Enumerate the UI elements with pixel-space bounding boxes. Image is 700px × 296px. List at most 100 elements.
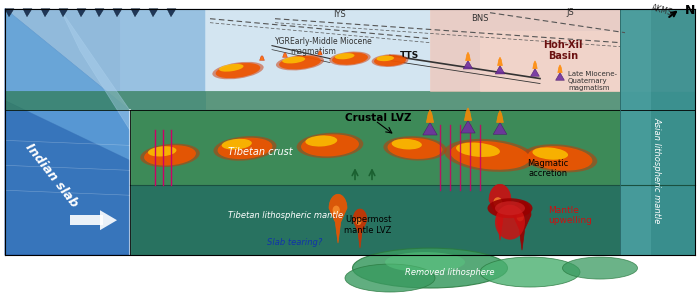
Ellipse shape bbox=[456, 143, 500, 157]
Text: BNS: BNS bbox=[471, 14, 489, 23]
Text: Crustal LVZ: Crustal LVZ bbox=[345, 113, 412, 123]
Text: YGR: YGR bbox=[275, 37, 291, 46]
Text: Tibetan crust: Tibetan crust bbox=[228, 147, 293, 157]
Polygon shape bbox=[480, 31, 695, 91]
Polygon shape bbox=[95, 9, 104, 17]
Polygon shape bbox=[531, 69, 540, 76]
Polygon shape bbox=[513, 201, 531, 250]
Polygon shape bbox=[558, 65, 562, 73]
Ellipse shape bbox=[523, 144, 597, 173]
Polygon shape bbox=[498, 57, 503, 66]
Polygon shape bbox=[131, 9, 140, 17]
Polygon shape bbox=[41, 9, 50, 17]
Ellipse shape bbox=[301, 134, 359, 157]
Ellipse shape bbox=[388, 138, 442, 159]
Polygon shape bbox=[461, 120, 475, 133]
Ellipse shape bbox=[282, 57, 305, 63]
Ellipse shape bbox=[144, 145, 196, 165]
Polygon shape bbox=[496, 111, 503, 123]
Polygon shape bbox=[494, 123, 507, 134]
Polygon shape bbox=[60, 9, 130, 131]
Ellipse shape bbox=[218, 138, 272, 159]
Polygon shape bbox=[5, 9, 130, 160]
Ellipse shape bbox=[353, 248, 508, 288]
Polygon shape bbox=[353, 209, 367, 248]
Polygon shape bbox=[466, 52, 470, 61]
Polygon shape bbox=[130, 110, 695, 255]
Polygon shape bbox=[205, 9, 430, 91]
Ellipse shape bbox=[356, 218, 361, 225]
Polygon shape bbox=[130, 185, 695, 255]
Ellipse shape bbox=[494, 197, 502, 207]
Polygon shape bbox=[329, 194, 347, 243]
Ellipse shape bbox=[332, 52, 368, 65]
Polygon shape bbox=[59, 9, 68, 17]
Ellipse shape bbox=[276, 55, 324, 70]
Polygon shape bbox=[5, 9, 14, 17]
Text: Slab tearing?: Slab tearing? bbox=[267, 238, 323, 247]
Polygon shape bbox=[556, 73, 564, 80]
Polygon shape bbox=[5, 91, 695, 110]
Ellipse shape bbox=[444, 139, 536, 172]
Ellipse shape bbox=[212, 62, 264, 79]
Ellipse shape bbox=[148, 146, 176, 157]
Text: Magmatic
accretion: Magmatic accretion bbox=[527, 159, 568, 178]
Polygon shape bbox=[463, 61, 473, 69]
Ellipse shape bbox=[377, 56, 394, 61]
Polygon shape bbox=[5, 9, 205, 110]
Ellipse shape bbox=[214, 136, 276, 161]
Ellipse shape bbox=[374, 55, 406, 66]
Ellipse shape bbox=[450, 141, 530, 170]
Polygon shape bbox=[430, 9, 695, 91]
Polygon shape bbox=[533, 61, 537, 69]
Text: Mantle
upwelling: Mantle upwelling bbox=[548, 205, 592, 225]
Ellipse shape bbox=[563, 257, 638, 279]
Ellipse shape bbox=[480, 257, 580, 287]
Ellipse shape bbox=[528, 146, 592, 170]
Polygon shape bbox=[464, 108, 472, 120]
Text: N: N bbox=[685, 4, 695, 17]
Text: Late Miocene-
Quaternary
magmatism: Late Miocene- Quaternary magmatism bbox=[568, 70, 617, 91]
Ellipse shape bbox=[391, 139, 422, 149]
Polygon shape bbox=[130, 110, 695, 185]
Polygon shape bbox=[120, 9, 205, 110]
Ellipse shape bbox=[487, 198, 533, 218]
Polygon shape bbox=[5, 100, 130, 255]
Polygon shape bbox=[620, 9, 695, 255]
Ellipse shape bbox=[533, 147, 568, 160]
Ellipse shape bbox=[297, 133, 363, 158]
Polygon shape bbox=[23, 9, 32, 17]
Ellipse shape bbox=[279, 56, 321, 69]
Ellipse shape bbox=[305, 136, 337, 147]
Polygon shape bbox=[620, 9, 650, 255]
Ellipse shape bbox=[385, 252, 465, 272]
Text: JS: JS bbox=[566, 8, 574, 17]
Ellipse shape bbox=[335, 53, 354, 59]
Polygon shape bbox=[283, 53, 288, 57]
Polygon shape bbox=[149, 9, 158, 17]
Ellipse shape bbox=[140, 144, 199, 167]
Ellipse shape bbox=[330, 52, 370, 66]
Polygon shape bbox=[426, 110, 433, 123]
Ellipse shape bbox=[222, 139, 252, 149]
Ellipse shape bbox=[517, 213, 524, 221]
Text: TTS: TTS bbox=[400, 51, 419, 59]
Polygon shape bbox=[423, 123, 438, 135]
Polygon shape bbox=[495, 66, 505, 74]
Text: Removed lithosphere: Removed lithosphere bbox=[405, 268, 495, 276]
Ellipse shape bbox=[495, 205, 525, 240]
Text: Early-Middle Miocene
magmatism: Early-Middle Miocene magmatism bbox=[290, 37, 372, 56]
Ellipse shape bbox=[384, 136, 447, 160]
Polygon shape bbox=[5, 9, 695, 110]
Polygon shape bbox=[167, 9, 176, 17]
Text: AKMS: AKMS bbox=[650, 4, 673, 18]
Ellipse shape bbox=[372, 54, 408, 67]
Text: Uppermost
mantle LVZ: Uppermost mantle LVZ bbox=[344, 215, 392, 235]
Polygon shape bbox=[77, 9, 86, 17]
Text: Asian lithospheric mantle: Asian lithospheric mantle bbox=[652, 117, 662, 223]
Text: Hoh-Xil
Basin: Hoh-Xil Basin bbox=[543, 40, 582, 61]
Polygon shape bbox=[113, 9, 122, 17]
Polygon shape bbox=[100, 210, 117, 230]
Polygon shape bbox=[5, 9, 130, 255]
Text: Tibetan lithospheric mantle: Tibetan lithospheric mantle bbox=[228, 211, 343, 220]
